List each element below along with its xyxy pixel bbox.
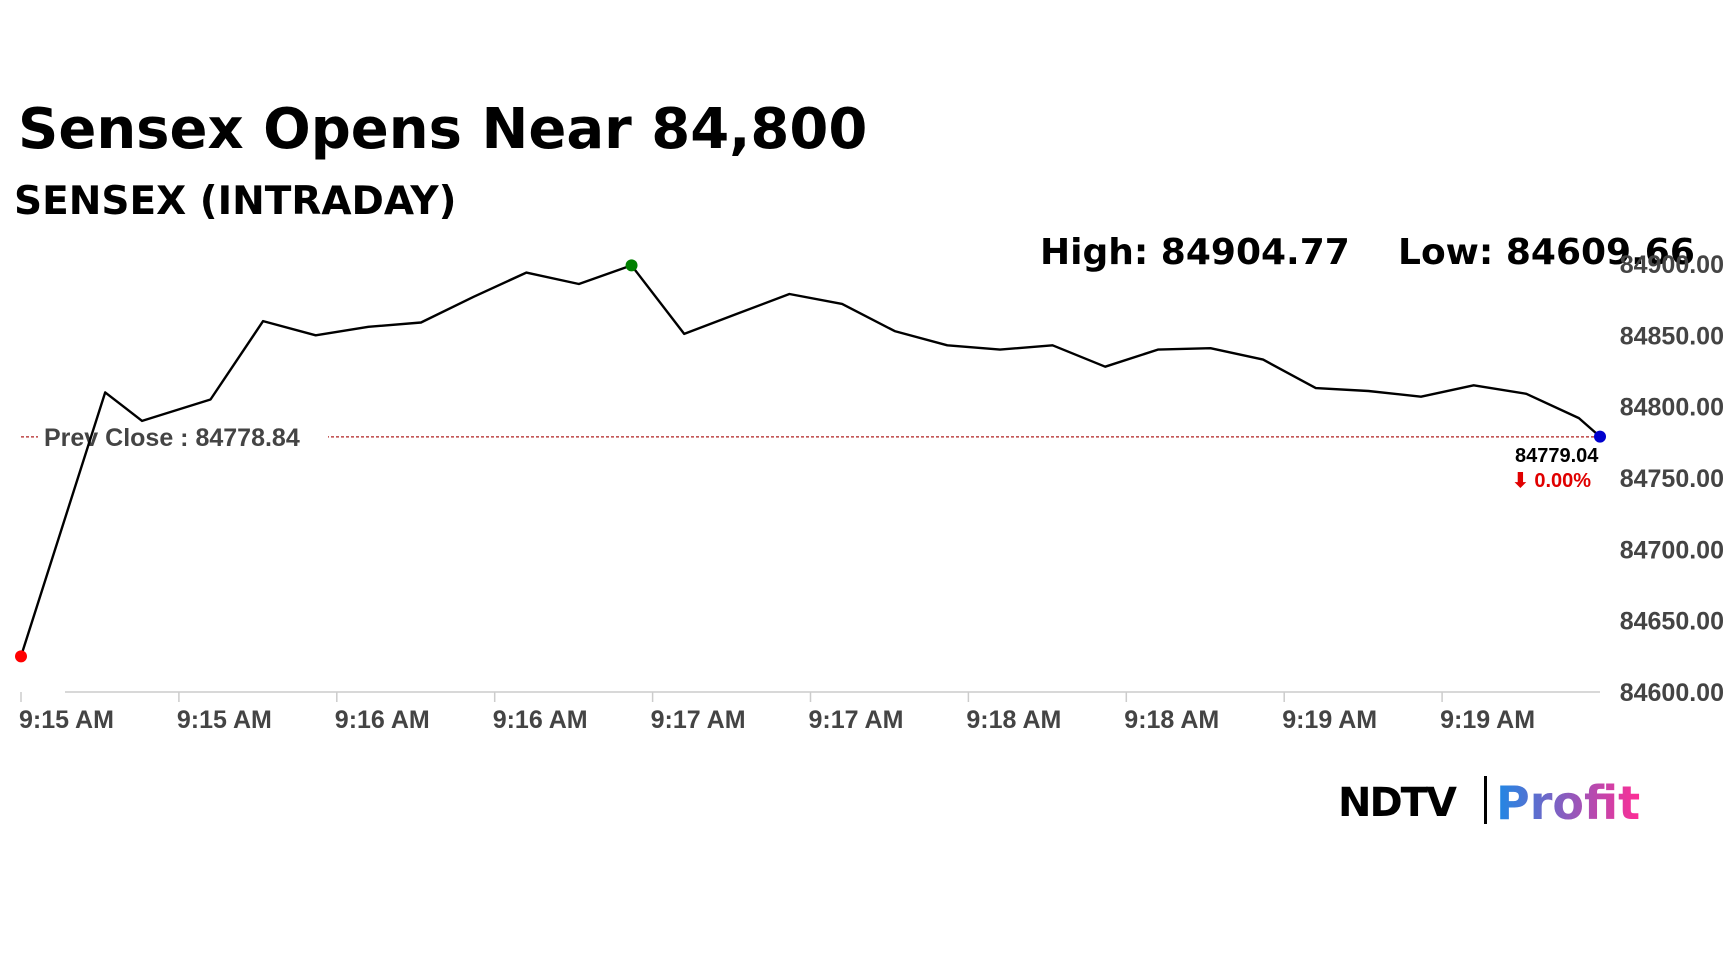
x-tick-label: 9:19 AM	[1440, 706, 1535, 734]
x-tick-label: 9:16 AM	[335, 706, 430, 734]
series-group	[19, 264, 1601, 657]
x-tick-label: 9:15 AM	[19, 706, 114, 734]
x-tick-label: 9:16 AM	[493, 706, 588, 734]
brand-profit: Profit	[1496, 776, 1640, 830]
price-line	[19, 264, 1601, 657]
y-tick-label: 84850.00	[1620, 322, 1724, 350]
brand-logo: NDTV Profit	[1338, 776, 1640, 830]
brand-ndtv: NDTV	[1338, 780, 1457, 826]
y-tick-label: 84900.00	[1620, 251, 1724, 279]
last-value-label: 84779.04	[1515, 445, 1599, 467]
x-tick-label: 9:19 AM	[1282, 706, 1377, 734]
x-tick-label: 9:18 AM	[966, 706, 1061, 734]
brand-divider	[1484, 776, 1487, 824]
y-tick-label: 84700.00	[1620, 536, 1724, 564]
y-tick-label: 84800.00	[1620, 394, 1724, 422]
x-tick-label: 9:15 AM	[177, 706, 272, 734]
change-label: ⬇ 0.00%	[1512, 470, 1591, 492]
x-tick-label: 9:18 AM	[1124, 706, 1219, 734]
chart-headline: Sensex Opens Near 84,800	[18, 97, 867, 162]
prev-close-label: Prev Close : 84778.84	[44, 424, 300, 452]
last-marker	[1594, 430, 1606, 443]
chart-axes: 84600.00 84650.00 84700.00 84750.00 84800.00…	[19, 251, 1724, 734]
y-tick-label: 84750.00	[1620, 465, 1724, 493]
marker-group	[15, 259, 1606, 663]
prev-close-group: Prev Close : 84778.84	[21, 418, 1596, 453]
open-marker	[15, 650, 27, 663]
low-label: Low: 84609.66	[1398, 232, 1695, 273]
x-tick-label: 9:17 AM	[651, 706, 746, 734]
y-tick-label: 84650.00	[1620, 608, 1724, 636]
high-marker	[625, 259, 638, 272]
high-label: High: 84904.77	[1040, 232, 1350, 273]
x-tick-label: 9:17 AM	[809, 706, 904, 734]
y-tick-label: 84600.00	[1620, 679, 1724, 707]
chart-subtitle: SENSEX (INTRADAY)	[14, 179, 456, 224]
prev-close-label-bg	[38, 418, 328, 453]
